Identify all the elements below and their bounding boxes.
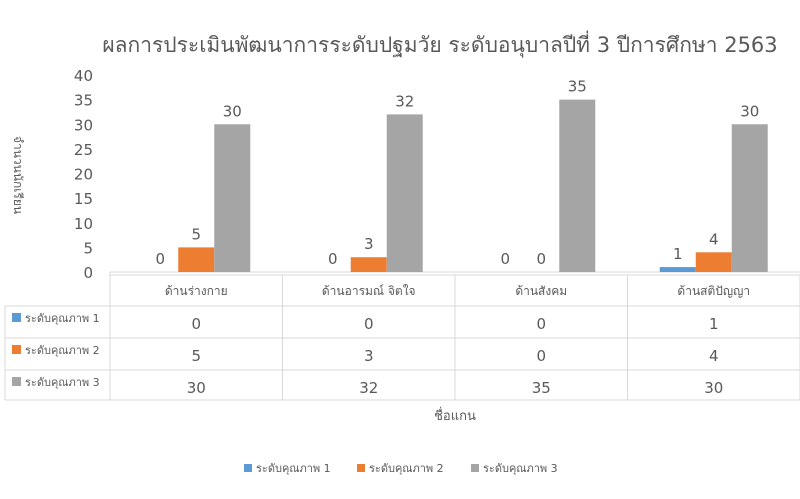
table-cell: 1 bbox=[709, 315, 719, 333]
data-label: 0 bbox=[536, 250, 546, 268]
data-label: 32 bbox=[395, 92, 414, 110]
y-tick-label: 25 bbox=[74, 141, 93, 159]
legend-key bbox=[12, 377, 21, 386]
data-label: 0 bbox=[500, 250, 510, 268]
data-label: 0 bbox=[155, 250, 165, 268]
y-tick-label: 35 bbox=[74, 92, 93, 110]
y-axis-label: จำนวนนักเรียน bbox=[11, 136, 25, 214]
table-cell: 30 bbox=[187, 379, 206, 397]
x-axis-label: ชื่อแกน bbox=[434, 407, 476, 424]
legend-label: ระดับคุณภาพ 1 bbox=[256, 462, 331, 475]
data-label: 4 bbox=[709, 230, 719, 248]
data-label: 3 bbox=[364, 235, 374, 253]
category-label: ด้านร่างกาย bbox=[165, 284, 228, 298]
data-label: 5 bbox=[191, 225, 201, 243]
table-cell: 5 bbox=[191, 347, 201, 365]
y-tick-label: 40 bbox=[74, 67, 93, 85]
data-label: 30 bbox=[223, 102, 242, 120]
table-cell: 32 bbox=[359, 379, 378, 397]
legend-key bbox=[12, 313, 21, 322]
table-cell: 0 bbox=[364, 315, 374, 333]
legend-marker bbox=[244, 464, 252, 472]
table-cell: 0 bbox=[536, 347, 546, 365]
table-cell: 4 bbox=[709, 347, 719, 365]
data-label: 1 bbox=[673, 245, 683, 263]
legend-marker bbox=[357, 464, 365, 472]
y-tick-label: 20 bbox=[74, 166, 93, 184]
data-label: 30 bbox=[740, 102, 759, 120]
table-series-label: ระดับคุณภาพ 2 bbox=[25, 344, 100, 357]
table-cell: 3 bbox=[364, 347, 374, 365]
y-tick-label: 15 bbox=[74, 190, 93, 208]
data-label: 35 bbox=[568, 78, 587, 96]
y-tick-label: 0 bbox=[83, 264, 93, 282]
table-series-label: ระดับคุณภาพ 3 bbox=[25, 376, 100, 389]
y-tick-label: 5 bbox=[83, 239, 93, 257]
bar bbox=[350, 257, 387, 272]
category-label: ด้านอารมณ์ จิตใจ bbox=[322, 284, 416, 298]
bar bbox=[695, 252, 732, 272]
y-tick-label: 10 bbox=[74, 215, 93, 233]
chart-title: ผลการประเมินพัฒนาการระดับปฐมวัย ระดับอนุ… bbox=[102, 30, 777, 58]
table-series-label: ระดับคุณภาพ 1 bbox=[25, 312, 100, 325]
table-cell: 35 bbox=[532, 379, 551, 397]
data-label: 0 bbox=[328, 250, 338, 268]
bar bbox=[731, 124, 768, 272]
bar bbox=[559, 99, 596, 272]
legend-marker bbox=[471, 464, 479, 472]
bar bbox=[178, 247, 215, 272]
bar bbox=[659, 267, 696, 272]
category-label: ด้านสติปัญญา bbox=[677, 284, 750, 298]
legend-key bbox=[12, 345, 21, 354]
category-label: ด้านสังคม bbox=[515, 284, 567, 298]
table-cell: 0 bbox=[191, 315, 201, 333]
bar bbox=[386, 114, 423, 273]
table-cell: 0 bbox=[536, 315, 546, 333]
legend-label: ระดับคุณภาพ 3 bbox=[483, 462, 558, 475]
bar bbox=[214, 124, 251, 272]
legend-label: ระดับคุณภาพ 2 bbox=[369, 462, 444, 475]
table-cell: 30 bbox=[704, 379, 723, 397]
y-tick-label: 30 bbox=[74, 116, 93, 134]
